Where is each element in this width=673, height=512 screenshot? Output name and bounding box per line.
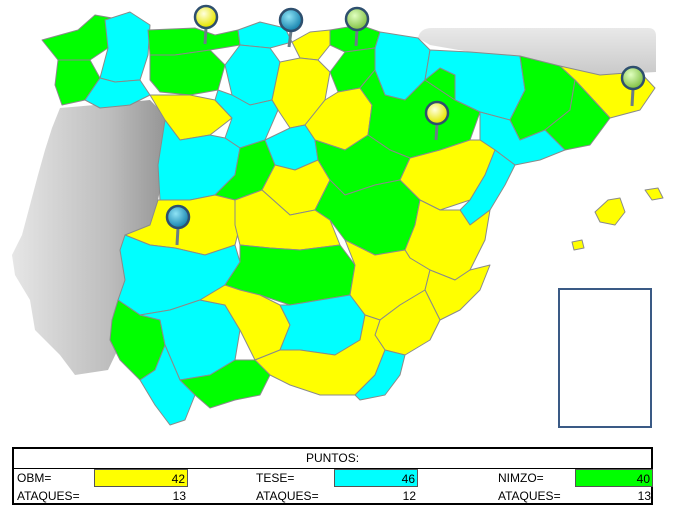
nimzo-points: 40	[575, 469, 653, 487]
region[interactable]	[254, 314, 386, 396]
points-row: OBM= 42 TESE= 46 NIMZO= 40	[14, 469, 653, 487]
region[interactable]	[291, 29, 331, 61]
nimzo-label: NIMZO=	[498, 471, 544, 485]
island[interactable]	[644, 187, 664, 201]
island[interactable]	[571, 239, 585, 251]
france-region	[418, 28, 656, 75]
region[interactable]	[179, 359, 271, 409]
region[interactable]	[99, 11, 151, 83]
canary-islands-frame	[558, 288, 652, 428]
pin-yellow[interactable]	[193, 4, 219, 45]
obm-label: OBM=	[17, 471, 52, 485]
nimzo-attacks-label: ATAQUES=	[498, 489, 561, 503]
region[interactable]	[424, 67, 456, 101]
obm-attacks-label: ATAQUES=	[17, 489, 80, 503]
pin-yellow[interactable]	[424, 100, 450, 141]
region[interactable]	[149, 49, 226, 96]
region[interactable]	[84, 77, 151, 109]
tese-points: 46	[334, 469, 418, 487]
tese-label: TESE=	[256, 471, 295, 485]
nimzo-attacks: 13	[637, 489, 651, 503]
pin-green[interactable]	[344, 6, 370, 47]
obm-attacks: 13	[172, 489, 186, 503]
region[interactable]	[479, 111, 566, 166]
spain-map	[12, 4, 664, 426]
score-title: PUNTOS:	[14, 449, 651, 469]
attacks-row: ATAQUES= 13 ATAQUES= 12 ATAQUES= 13	[14, 487, 651, 505]
pin-blue[interactable]	[278, 7, 304, 48]
region[interactable]	[354, 349, 406, 401]
pin-green[interactable]	[620, 65, 646, 107]
obm-points: 42	[94, 469, 188, 487]
tese-attacks: 12	[402, 489, 416, 503]
portugal-region	[12, 100, 175, 375]
score-table: PUNTOS: OBM= 42 TESE= 46 NIMZO= 40 ATAQU…	[12, 447, 653, 505]
region[interactable]	[41, 14, 113, 66]
island[interactable]	[594, 197, 626, 226]
region[interactable]	[147, 27, 241, 56]
pin-blue[interactable]	[165, 204, 191, 246]
tese-attacks-label: ATAQUES=	[256, 489, 319, 503]
regions	[41, 11, 664, 426]
